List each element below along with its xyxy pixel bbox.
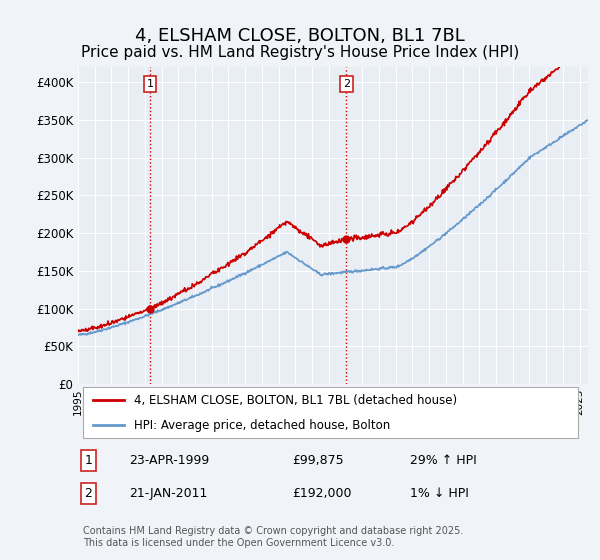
Text: £99,875: £99,875 <box>292 454 344 467</box>
Text: 2: 2 <box>84 487 92 500</box>
Text: 1% ↓ HPI: 1% ↓ HPI <box>409 487 469 500</box>
Text: £192,000: £192,000 <box>292 487 352 500</box>
Text: 29% ↑ HPI: 29% ↑ HPI <box>409 454 476 467</box>
Text: Contains HM Land Registry data © Crown copyright and database right 2025.
This d: Contains HM Land Registry data © Crown c… <box>83 526 463 548</box>
Text: 1: 1 <box>146 79 154 89</box>
Text: 2: 2 <box>343 79 350 89</box>
Text: Price paid vs. HM Land Registry's House Price Index (HPI): Price paid vs. HM Land Registry's House … <box>81 45 519 59</box>
Text: 1: 1 <box>84 454 92 467</box>
Text: 21-JAN-2011: 21-JAN-2011 <box>129 487 208 500</box>
Text: HPI: Average price, detached house, Bolton: HPI: Average price, detached house, Bolt… <box>134 419 391 432</box>
FancyBboxPatch shape <box>83 387 578 438</box>
Text: 4, ELSHAM CLOSE, BOLTON, BL1 7BL: 4, ELSHAM CLOSE, BOLTON, BL1 7BL <box>135 27 465 45</box>
Text: 4, ELSHAM CLOSE, BOLTON, BL1 7BL (detached house): 4, ELSHAM CLOSE, BOLTON, BL1 7BL (detach… <box>134 394 457 407</box>
Text: 23-APR-1999: 23-APR-1999 <box>129 454 209 467</box>
